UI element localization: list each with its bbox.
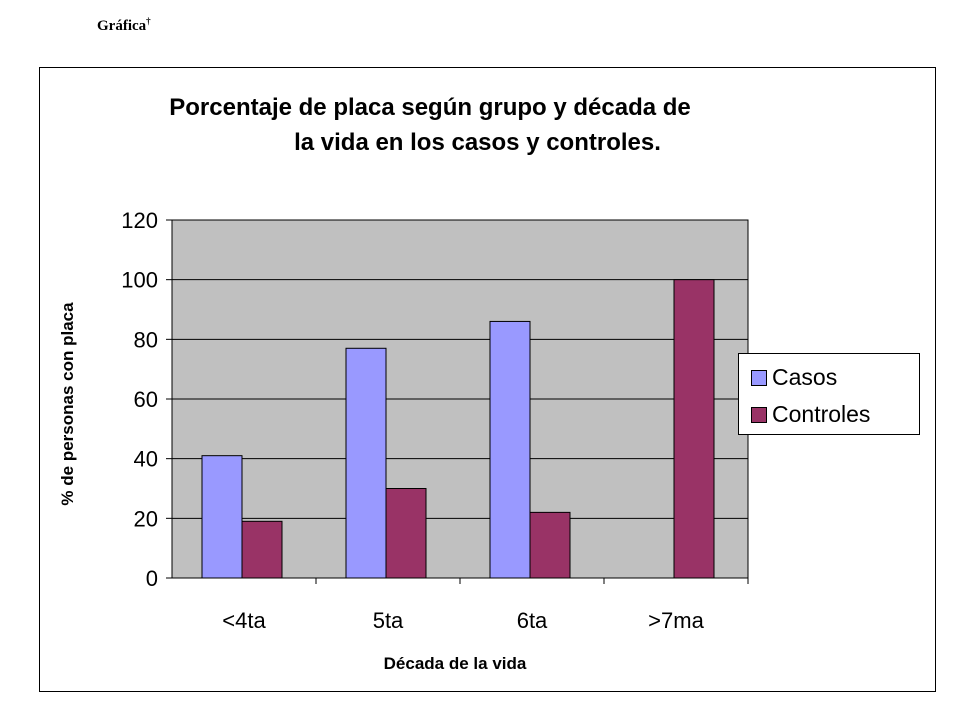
legend-label-casos: Casos (772, 364, 838, 390)
y-tick-label: 40 (134, 447, 158, 472)
bar-controles-2 (529, 511, 571, 579)
y-tick-label: 20 (134, 506, 158, 531)
bar-controles-1 (385, 488, 427, 579)
chart-title-line-2: la vida en los casos y controles. (294, 129, 661, 156)
y-tick-label: 60 (134, 387, 158, 412)
legend-swatch-casos (751, 369, 767, 386)
bar-controles-3 (673, 279, 715, 579)
legend-label-controles: Controles (772, 401, 871, 427)
y-tick-label: 80 (134, 327, 158, 352)
y-tick-label: 100 (121, 268, 158, 293)
x-tick-label: 6ta (517, 608, 548, 633)
x-tick-label: <4ta (222, 608, 266, 633)
legend-item-controles: Controles (751, 401, 870, 428)
x-axis-title: Década de la vida (384, 654, 527, 673)
bar-controles-0 (241, 520, 283, 579)
chart-title: Porcentaje de placa según grupo y década… (39, 90, 936, 160)
x-tick-label: >7ma (648, 608, 704, 633)
y-tick-label: 120 (121, 208, 158, 233)
x-tick-label: 5ta (373, 608, 404, 633)
chart-legend: Casos Controles (738, 353, 920, 435)
caption-dagger: † (146, 16, 151, 26)
y-tick-label: 0 (146, 566, 158, 591)
chart-title-line-1: Porcentaje de placa según grupo y década… (169, 94, 691, 121)
bar-casos-1 (345, 347, 387, 579)
legend-swatch-controles (751, 406, 767, 423)
y-axis-title: % de personas con placa (58, 302, 77, 506)
legend-item-casos: Casos (751, 364, 837, 391)
bar-casos-2 (489, 320, 531, 579)
bar-casos-0 (201, 455, 243, 579)
figure-caption: Gráfica† (97, 16, 151, 35)
caption-text: Gráfica (97, 18, 147, 34)
